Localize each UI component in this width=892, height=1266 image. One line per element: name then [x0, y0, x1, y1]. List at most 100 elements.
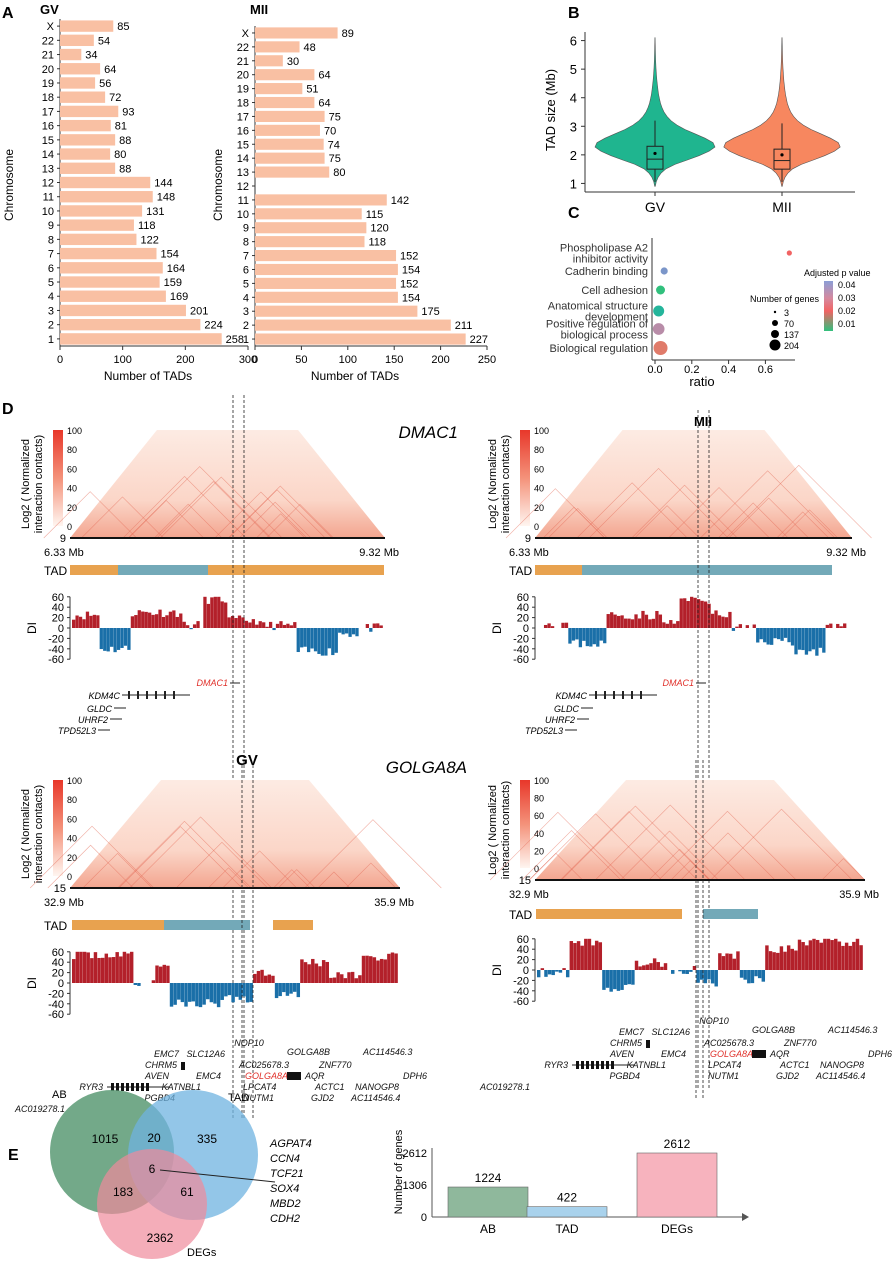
gv-bar — [60, 91, 106, 103]
heat-scale-label: 40 — [534, 484, 544, 494]
hic-start-label: 32.9 Mb — [509, 889, 549, 901]
mii-value-label: 75 — [329, 153, 341, 165]
hic-domain-edge — [129, 816, 272, 889]
di-bar — [786, 945, 791, 970]
mii-tick-label: 6 — [243, 264, 249, 276]
hic-heatmap — [535, 430, 852, 538]
mii-value-label: 152 — [400, 278, 418, 290]
di-bar — [736, 951, 740, 970]
di-track-label: DI — [490, 964, 504, 976]
hic-domain-edge — [561, 805, 710, 881]
di-bar — [620, 970, 624, 990]
gv-value-label: 148 — [157, 192, 175, 204]
hic-start-label: 6.33 Mb — [44, 547, 84, 559]
size-legend-dot — [771, 330, 779, 338]
di-bar — [271, 975, 275, 983]
di-bar — [104, 953, 109, 983]
di-bar — [752, 624, 756, 628]
tad-segment — [164, 920, 250, 930]
venn-count: 1015 — [92, 1132, 119, 1146]
di-tick-label: 40 — [517, 602, 529, 614]
di-bar — [213, 596, 217, 628]
di-bar — [834, 938, 838, 970]
hic-domain-edge — [717, 502, 789, 539]
mii-value-label: 30 — [287, 56, 299, 68]
mii-tick-label: 22 — [237, 42, 249, 54]
di-bar — [589, 628, 593, 647]
gene-label: AC114546.4 — [350, 1093, 400, 1103]
di-bar — [584, 938, 588, 970]
venn-set-label: DEGs — [187, 1247, 217, 1259]
di-bar — [311, 958, 315, 983]
di-bar — [341, 628, 345, 635]
hic-end-label: 35.9 Mb — [374, 897, 414, 909]
di-bar — [129, 951, 134, 983]
di-bar — [562, 968, 566, 970]
di-bar — [108, 957, 112, 983]
gene-label: AC019278.1 — [14, 1104, 65, 1114]
overlap-gene-label: CDH2 — [270, 1213, 300, 1225]
gv-value-label: 164 — [167, 263, 185, 275]
di-bar — [690, 596, 694, 628]
di-bar — [96, 615, 100, 628]
venn-count: 183 — [113, 1185, 133, 1199]
padj-colorbar — [824, 281, 833, 331]
di-bar — [855, 938, 860, 970]
di-bar — [537, 970, 541, 978]
mii-tick-label: 19 — [237, 84, 249, 96]
di-bar — [89, 615, 93, 628]
gene-exon — [576, 1061, 579, 1069]
di-bar — [206, 983, 210, 1000]
heat-scale-label: 20 — [534, 846, 544, 856]
di-bar — [72, 959, 76, 983]
hic-domain-edge — [256, 513, 306, 539]
mii-bar — [255, 138, 324, 150]
violin-shape — [723, 37, 841, 187]
di-bar — [696, 599, 701, 628]
di-bar — [144, 611, 148, 628]
gene-bar-ytick-label: 1306 — [403, 1180, 427, 1192]
di-bar — [350, 971, 355, 983]
di-bar — [721, 956, 726, 970]
gv-xtick-label: 200 — [176, 354, 194, 366]
di-bar — [196, 621, 200, 628]
di-bar — [663, 963, 668, 970]
di-bar — [801, 942, 805, 970]
di-bar — [620, 615, 624, 628]
violin-ytick-label: 4 — [570, 91, 577, 106]
di-bar — [165, 615, 169, 628]
mii-bar — [255, 166, 330, 178]
gv-value-label: 131 — [146, 206, 164, 218]
di-track-label: DI — [490, 622, 504, 634]
gene-label: AQR — [304, 1071, 325, 1081]
di-bar — [773, 628, 777, 639]
mii-bar — [255, 236, 365, 248]
gv-bar — [60, 63, 101, 75]
hic-domain-edge — [680, 832, 776, 881]
di-bar — [728, 611, 732, 628]
gv-tick-label: X — [47, 21, 55, 33]
di-bar — [592, 628, 596, 645]
di-bar — [765, 945, 769, 970]
di-bar — [86, 952, 90, 983]
heat-scale-label: 0 — [67, 522, 72, 532]
di-bar — [126, 953, 130, 983]
gv-tick-label: 13 — [42, 163, 54, 175]
panel-d-label: D — [2, 401, 14, 418]
di-bar — [282, 983, 286, 993]
di-bar — [710, 970, 715, 984]
hic-domain-edge — [228, 489, 326, 539]
gene-bar-ytick-label: 2612 — [403, 1148, 427, 1160]
di-bar — [759, 628, 763, 640]
di-bar — [599, 628, 603, 641]
gene-bar-category-label: AB — [480, 1222, 496, 1236]
hic-domain-edge — [821, 858, 866, 881]
go-term-label: development — [585, 312, 648, 324]
di-tick-label: 0 — [58, 978, 64, 990]
gv-tick-label: 16 — [42, 121, 54, 133]
hic-domain-edge — [668, 487, 770, 539]
di-bar — [258, 621, 262, 628]
gv-value-label: 80 — [114, 149, 126, 161]
di-bar — [249, 983, 253, 1002]
mii-value-label: 89 — [342, 28, 354, 40]
